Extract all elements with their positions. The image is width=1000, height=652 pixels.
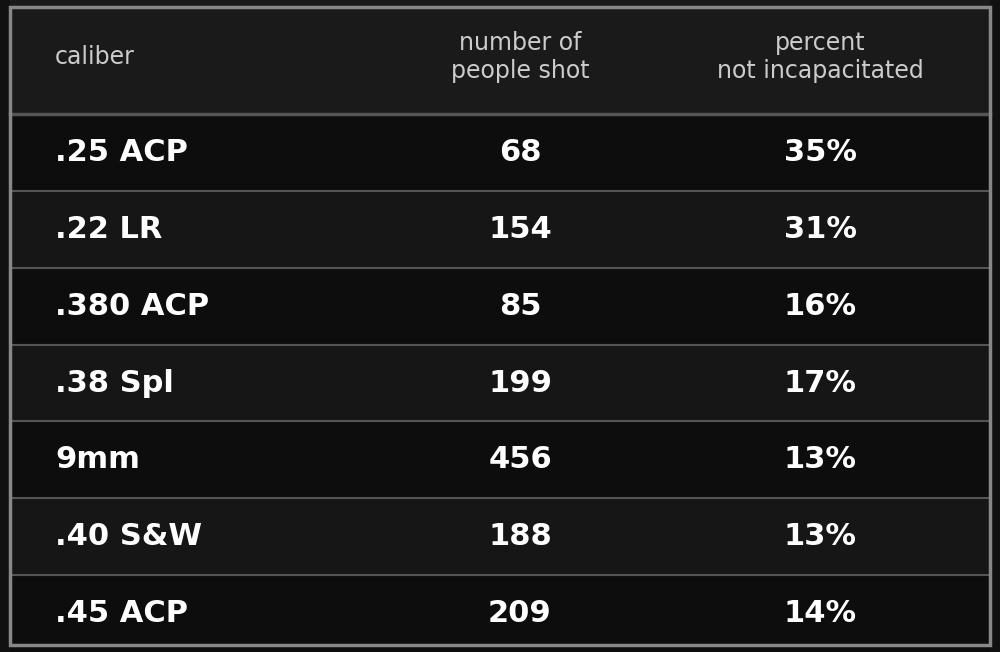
Text: 31%: 31% — [784, 215, 856, 244]
Bar — [10, 345, 990, 421]
Text: 35%: 35% — [784, 138, 856, 167]
Bar — [10, 114, 990, 191]
Bar — [10, 191, 990, 268]
Text: percent
not incapacitated: percent not incapacitated — [717, 31, 923, 83]
Text: 154: 154 — [488, 215, 552, 244]
Text: 13%: 13% — [784, 445, 856, 475]
Text: .22 LR: .22 LR — [55, 215, 162, 244]
Text: 9mm: 9mm — [55, 445, 140, 475]
Text: 209: 209 — [488, 599, 552, 628]
Text: .45 ACP: .45 ACP — [55, 599, 188, 628]
Text: .40 S&W: .40 S&W — [55, 522, 202, 551]
Text: 456: 456 — [488, 445, 552, 475]
Bar — [10, 268, 990, 345]
Bar — [10, 0, 990, 114]
Bar — [10, 421, 990, 498]
Text: .25 ACP: .25 ACP — [55, 138, 188, 167]
Text: caliber: caliber — [55, 45, 135, 69]
Text: 16%: 16% — [783, 291, 857, 321]
Text: 188: 188 — [488, 522, 552, 551]
Bar — [10, 498, 990, 575]
Text: 68: 68 — [499, 138, 541, 167]
Text: 199: 199 — [488, 368, 552, 398]
Text: 13%: 13% — [784, 522, 856, 551]
Text: 85: 85 — [499, 291, 541, 321]
Text: .380 ACP: .380 ACP — [55, 291, 209, 321]
Text: .38 Spl: .38 Spl — [55, 368, 174, 398]
Text: 14%: 14% — [783, 599, 857, 628]
Bar — [10, 575, 990, 652]
Text: 17%: 17% — [784, 368, 856, 398]
Text: number of
people shot: number of people shot — [451, 31, 589, 83]
